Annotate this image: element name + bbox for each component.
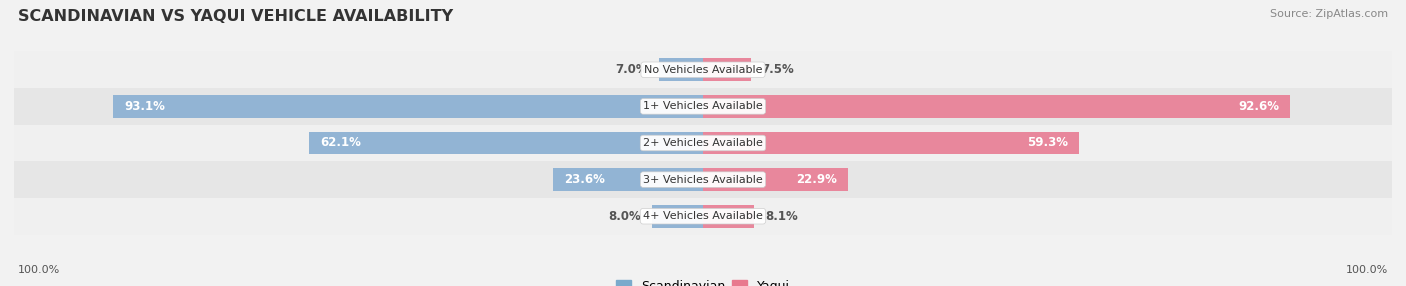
Bar	[14, 51, 1392, 88]
Text: 1+ Vehicles Available: 1+ Vehicles Available	[643, 102, 763, 111]
Bar	[14, 161, 1392, 198]
Text: 7.0%: 7.0%	[614, 63, 648, 76]
Text: 92.6%: 92.6%	[1237, 100, 1279, 113]
Text: No Vehicles Available: No Vehicles Available	[644, 65, 762, 75]
Bar	[14, 125, 1392, 161]
Bar	[14, 88, 1392, 125]
Bar	[703, 168, 848, 191]
Bar	[658, 58, 703, 81]
Bar	[703, 205, 755, 228]
Bar	[112, 95, 703, 118]
Text: 7.5%: 7.5%	[762, 63, 794, 76]
Bar	[652, 205, 703, 228]
Text: 4+ Vehicles Available: 4+ Vehicles Available	[643, 211, 763, 221]
Text: 3+ Vehicles Available: 3+ Vehicles Available	[643, 175, 763, 184]
Text: 100.0%: 100.0%	[1346, 265, 1388, 275]
Text: 59.3%: 59.3%	[1026, 136, 1067, 150]
Text: 22.9%: 22.9%	[796, 173, 837, 186]
Bar	[703, 132, 1078, 154]
Bar	[703, 95, 1289, 118]
Text: 2+ Vehicles Available: 2+ Vehicles Available	[643, 138, 763, 148]
Text: 8.0%: 8.0%	[609, 210, 641, 223]
Text: 62.1%: 62.1%	[321, 136, 361, 150]
Bar	[554, 168, 703, 191]
Bar	[14, 198, 1392, 235]
Text: 8.1%: 8.1%	[765, 210, 799, 223]
Text: 23.6%: 23.6%	[564, 173, 606, 186]
Text: 100.0%: 100.0%	[18, 265, 60, 275]
Text: Source: ZipAtlas.com: Source: ZipAtlas.com	[1270, 9, 1388, 19]
Bar	[309, 132, 703, 154]
Legend: Scandinavian, Yaqui: Scandinavian, Yaqui	[610, 275, 796, 286]
Text: 93.1%: 93.1%	[124, 100, 165, 113]
Bar	[703, 58, 751, 81]
Text: SCANDINAVIAN VS YAQUI VEHICLE AVAILABILITY: SCANDINAVIAN VS YAQUI VEHICLE AVAILABILI…	[18, 9, 453, 23]
